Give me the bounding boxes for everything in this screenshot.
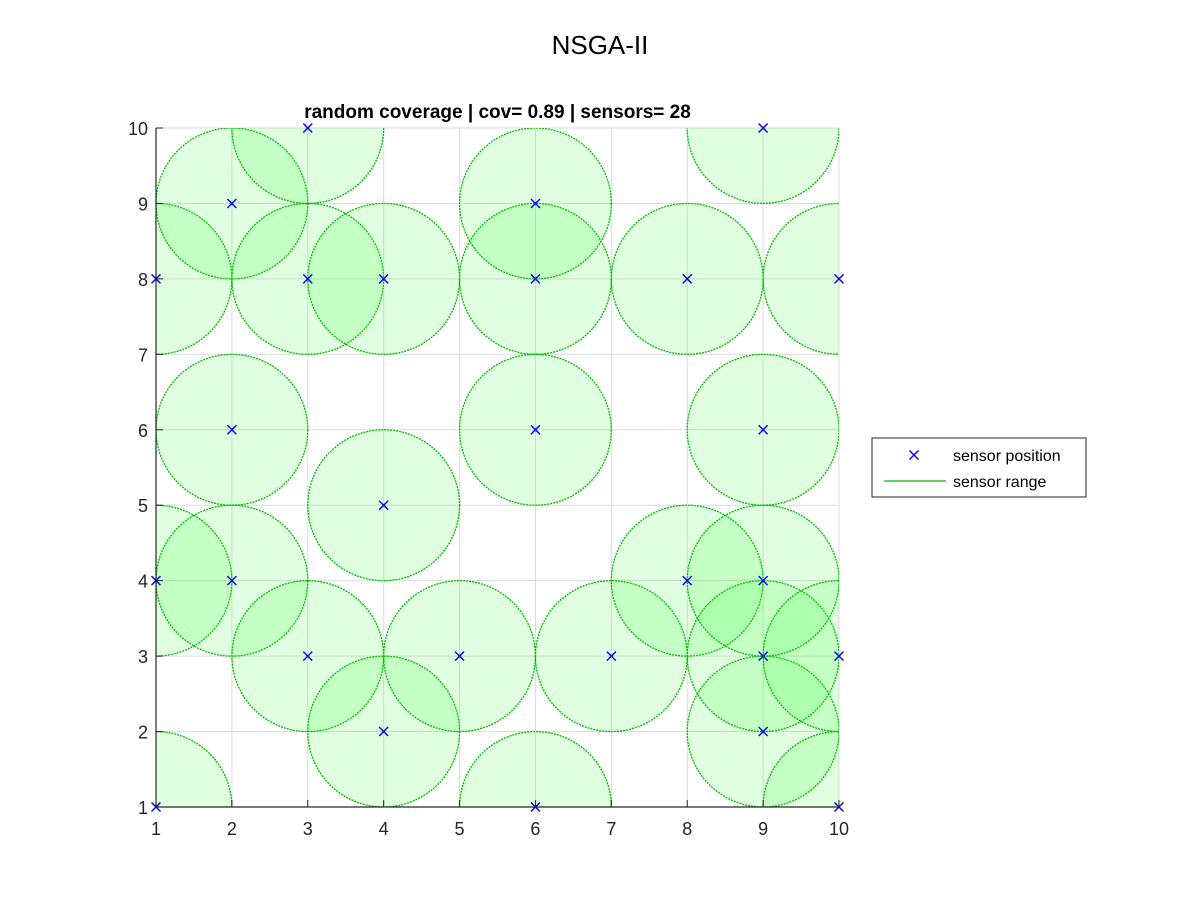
sensor-position-marker — [302, 123, 313, 133]
y-tick-label: 7 — [138, 345, 148, 365]
y-tick-label: 1 — [138, 798, 148, 818]
axes-title: random coverage | cov= 0.89 | sensors= 2… — [304, 102, 691, 123]
y-tick-label: 8 — [138, 270, 148, 290]
sensor-position-marker — [530, 273, 541, 284]
y-tick-label: 2 — [138, 723, 148, 743]
sensor-position-marker — [758, 651, 769, 662]
sensor-range-circle — [762, 202, 839, 355]
legend-entry-sensor-position: sensor position — [953, 448, 1061, 465]
y-tick-label: 9 — [138, 194, 148, 214]
legend-box — [871, 437, 1087, 498]
sensor-position-marker — [226, 198, 237, 209]
x-tick-label: 6 — [530, 819, 540, 839]
y-tick-label: 4 — [138, 572, 148, 592]
x-tick-label: 3 — [303, 819, 313, 839]
sensor-position-marker — [378, 273, 389, 284]
sensor-position-marker — [682, 273, 693, 284]
x-tick-label: 2 — [227, 819, 237, 839]
sensor-position-marker — [454, 651, 465, 662]
y-tick-label: 10 — [128, 119, 148, 139]
x-tick-label: 4 — [379, 819, 389, 839]
sensor-range-circle — [686, 128, 839, 205]
sensor-position-marker — [530, 198, 541, 209]
sensor-range-circles — [156, 128, 839, 807]
x-tick-label: 1 — [151, 819, 161, 839]
sensor-position-marker — [834, 273, 844, 284]
sensor-position-marker — [302, 651, 313, 662]
figure-title: NSGA-II — [551, 30, 649, 60]
legend: sensor position sensor range — [871, 437, 1087, 498]
sensor-position-marker — [302, 273, 313, 284]
legend-marker-icon — [909, 450, 919, 460]
sensor-position-marker — [530, 424, 541, 435]
sensor-position-marker — [758, 123, 769, 133]
x-tick-label: 5 — [455, 819, 465, 839]
x-tick-label: 7 — [606, 819, 616, 839]
legend-entry-sensor-range: sensor range — [953, 474, 1046, 491]
sensor-position-marker — [378, 500, 389, 511]
sensor-position-marker — [226, 575, 237, 586]
sensor-range-circle — [231, 128, 385, 205]
y-tick-label: 3 — [138, 647, 148, 667]
sensor-position-marker — [226, 424, 237, 435]
sensor-position-marker — [606, 651, 617, 662]
sensor-position-marker — [758, 424, 769, 435]
x-tick-label: 10 — [829, 819, 849, 839]
sensor-position-marker — [758, 726, 769, 737]
axes — [155, 127, 840, 808]
sensor-position-marker — [834, 651, 844, 662]
x-tick-label: 8 — [682, 819, 692, 839]
x-tick-label: 9 — [758, 819, 768, 839]
y-tick-label: 6 — [138, 421, 148, 441]
sensor-position-marker — [378, 726, 389, 737]
sensor-position-marker — [682, 575, 693, 586]
tick-labels: 1 2 3 4 5 6 7 8 9 10 1 2 3 4 5 6 7 8 9 10 — [128, 119, 849, 839]
sensor-position-marker — [758, 575, 769, 586]
y-tick-label: 5 — [138, 496, 148, 516]
